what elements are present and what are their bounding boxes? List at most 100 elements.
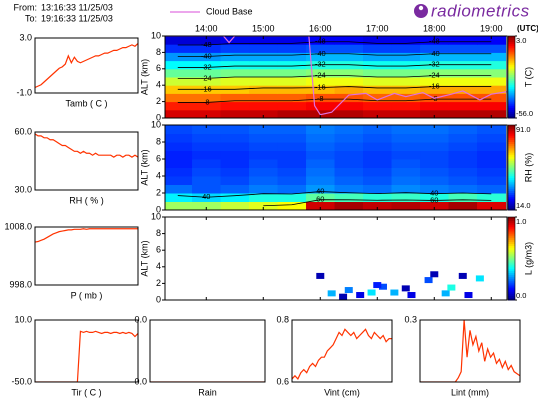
heatmap-cell bbox=[192, 159, 222, 168]
heatmap-cell bbox=[420, 133, 450, 143]
colorbar-step bbox=[508, 62, 515, 66]
colorbar-step bbox=[508, 268, 515, 272]
heatmap-cell bbox=[391, 60, 421, 70]
y-tick-label: 6 bbox=[156, 153, 161, 163]
heatmap-cell bbox=[306, 44, 336, 53]
contour-line bbox=[177, 64, 492, 68]
logo-icon-dot bbox=[418, 5, 424, 11]
y-tick-label: 8 bbox=[156, 228, 161, 238]
heatmap-cell bbox=[249, 60, 279, 70]
heatmap-cell bbox=[220, 201, 250, 210]
x-axis-label: P ( mb ) bbox=[71, 290, 103, 300]
heatmap-cell bbox=[363, 125, 393, 134]
heatmap-cell bbox=[420, 176, 450, 185]
plot-area bbox=[165, 217, 507, 300]
heatmap-cell bbox=[277, 184, 307, 194]
liquid-point bbox=[316, 272, 325, 279]
plot-border bbox=[34, 319, 139, 383]
contour-label: -24 bbox=[315, 71, 326, 80]
colorbar-step bbox=[508, 154, 515, 158]
heatmap-cell bbox=[363, 176, 393, 185]
colorbar-step bbox=[508, 184, 515, 188]
heatmap-cell bbox=[165, 68, 193, 78]
heatmap-cell bbox=[220, 176, 250, 185]
plot-background bbox=[292, 320, 392, 382]
heatmap-cell bbox=[192, 109, 222, 118]
data-line bbox=[35, 43, 138, 89]
contour-line bbox=[177, 86, 492, 90]
heatmap-cell bbox=[165, 176, 193, 185]
heatmap-cell bbox=[220, 52, 250, 62]
colorbar-step bbox=[508, 66, 515, 70]
x-tick-label: 14:00 bbox=[195, 23, 218, 33]
heatmap-cell bbox=[448, 85, 478, 94]
x-axis-label: Vint (cm) bbox=[324, 387, 360, 397]
heatmap-cell bbox=[334, 133, 364, 143]
colorbar-step bbox=[508, 107, 515, 111]
data-line bbox=[35, 330, 138, 382]
heatmap-cell bbox=[420, 109, 450, 118]
colorbar-tick-label: 1.0 bbox=[516, 217, 526, 226]
heatmap-cell bbox=[334, 36, 364, 45]
heatmap-cell bbox=[448, 44, 478, 53]
colorbar-step bbox=[508, 146, 515, 149]
colorbar-step bbox=[508, 115, 515, 119]
heatmap-cell bbox=[420, 68, 450, 78]
heatmap-cell bbox=[391, 193, 421, 202]
colorbar-step bbox=[508, 103, 515, 107]
heatmap-cell bbox=[334, 77, 364, 86]
heatmap-cell bbox=[448, 36, 478, 45]
colorbar-step bbox=[508, 171, 515, 175]
contour-line bbox=[177, 191, 492, 198]
colorbar-step bbox=[508, 91, 515, 94]
heatmap-cell bbox=[192, 184, 222, 194]
heatmap-cell bbox=[477, 125, 507, 134]
heatmap-cell bbox=[420, 150, 450, 160]
heatmap-cell bbox=[249, 68, 279, 78]
plot-border bbox=[164, 216, 508, 301]
heatmap-cell bbox=[306, 68, 336, 78]
heatmap-cell bbox=[220, 60, 250, 70]
heatmap-cell bbox=[277, 142, 307, 151]
to-label: To: bbox=[25, 13, 37, 23]
heatmap-cell bbox=[334, 44, 364, 53]
colorbar-step bbox=[508, 111, 515, 115]
heatmap-cell bbox=[477, 93, 507, 103]
heatmap-cell bbox=[192, 44, 222, 53]
plot-area bbox=[420, 320, 520, 382]
contour-label: 60 bbox=[316, 195, 324, 204]
contour-label: -8 bbox=[317, 94, 324, 103]
heatmap-cell bbox=[165, 44, 193, 53]
heatmap-cell bbox=[363, 167, 393, 177]
colorbar-step bbox=[508, 159, 515, 162]
heatmap-cell bbox=[277, 101, 307, 111]
colorbar-tick-label: 3.0 bbox=[516, 36, 526, 45]
plot-area bbox=[35, 38, 138, 93]
plot-border bbox=[34, 37, 139, 94]
heatmap-cell bbox=[192, 60, 222, 70]
colorbar-step bbox=[508, 105, 515, 109]
heatmap-cell bbox=[165, 150, 193, 160]
plot-background bbox=[35, 320, 138, 382]
heatmap-cell bbox=[277, 77, 307, 86]
colorbar-step bbox=[508, 167, 515, 171]
liquid-point bbox=[367, 289, 376, 296]
colorbar-step bbox=[508, 68, 515, 72]
heatmap-cell bbox=[165, 101, 193, 111]
heatmap-cell bbox=[165, 77, 193, 86]
colorbar-step bbox=[508, 205, 515, 209]
colorbar-step bbox=[508, 231, 515, 235]
colorbar-step bbox=[508, 97, 515, 101]
heatmap-cell bbox=[477, 193, 507, 202]
liquid-point bbox=[475, 275, 484, 282]
heatmap-cell bbox=[477, 36, 507, 45]
heatmap-cell bbox=[334, 109, 364, 118]
heatmap-cell bbox=[220, 77, 250, 86]
logo-icon bbox=[414, 4, 428, 18]
contour-line bbox=[263, 199, 492, 207]
plot-border bbox=[419, 319, 521, 383]
colorbar-step bbox=[508, 285, 515, 289]
heatmap-cell bbox=[363, 52, 393, 62]
heatmap-cell bbox=[420, 142, 450, 151]
